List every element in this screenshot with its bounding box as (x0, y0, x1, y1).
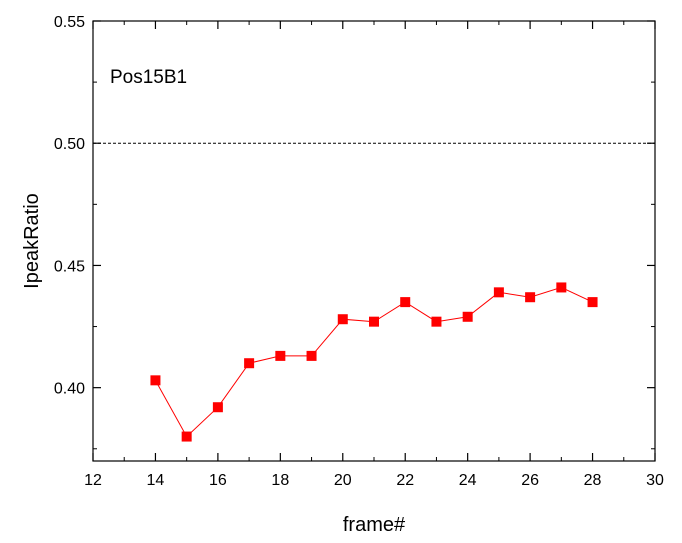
x-tick-label: 26 (521, 472, 539, 489)
x-tick-labels: 12 14 16 18 20 22 24 26 28 30 (84, 472, 664, 489)
x-axis-title: frame# (343, 514, 406, 536)
y-tick-labels: 0.40 0.45 0.50 0.55 (54, 14, 85, 398)
data-point-marker (587, 297, 598, 308)
x-tick-label: 16 (209, 472, 227, 489)
data-point-marker (556, 282, 567, 293)
data-point-marker (306, 350, 317, 361)
data-point-marker (493, 287, 504, 298)
data-point-marker (369, 316, 379, 327)
y-tick-label: 0.45 (54, 258, 85, 275)
x-tick-label: 28 (584, 472, 602, 489)
x-tick-label: 14 (147, 472, 165, 489)
x-tick-label: 20 (334, 472, 352, 489)
y-tick-label: 0.50 (54, 136, 85, 153)
axis-ticks (92, 20, 656, 461)
y-tick-label: 0.55 (54, 14, 85, 31)
data-point-marker (275, 350, 286, 361)
y-tick-label: 0.40 (54, 381, 85, 398)
data-point-marker (337, 314, 348, 325)
y-axis-title: IpeakRatio (21, 193, 43, 289)
chart-annotation: Pos15B1 (110, 67, 187, 88)
series-line (154, 286, 593, 438)
x-tick-label: 12 (84, 472, 102, 489)
data-point-marker (244, 358, 255, 369)
x-tick-label: 22 (396, 472, 414, 489)
data-point-marker (525, 292, 536, 303)
x-tick-label: 18 (271, 472, 289, 489)
data-point-marker (400, 297, 411, 308)
data-point-marker (212, 402, 223, 413)
x-tick-label: 24 (459, 472, 477, 489)
x-tick-label: 30 (646, 472, 664, 489)
series-group (150, 282, 598, 442)
data-point-marker (181, 431, 192, 442)
data-point-marker (462, 311, 473, 322)
data-point-marker (431, 316, 442, 327)
data-point-marker (150, 375, 161, 386)
